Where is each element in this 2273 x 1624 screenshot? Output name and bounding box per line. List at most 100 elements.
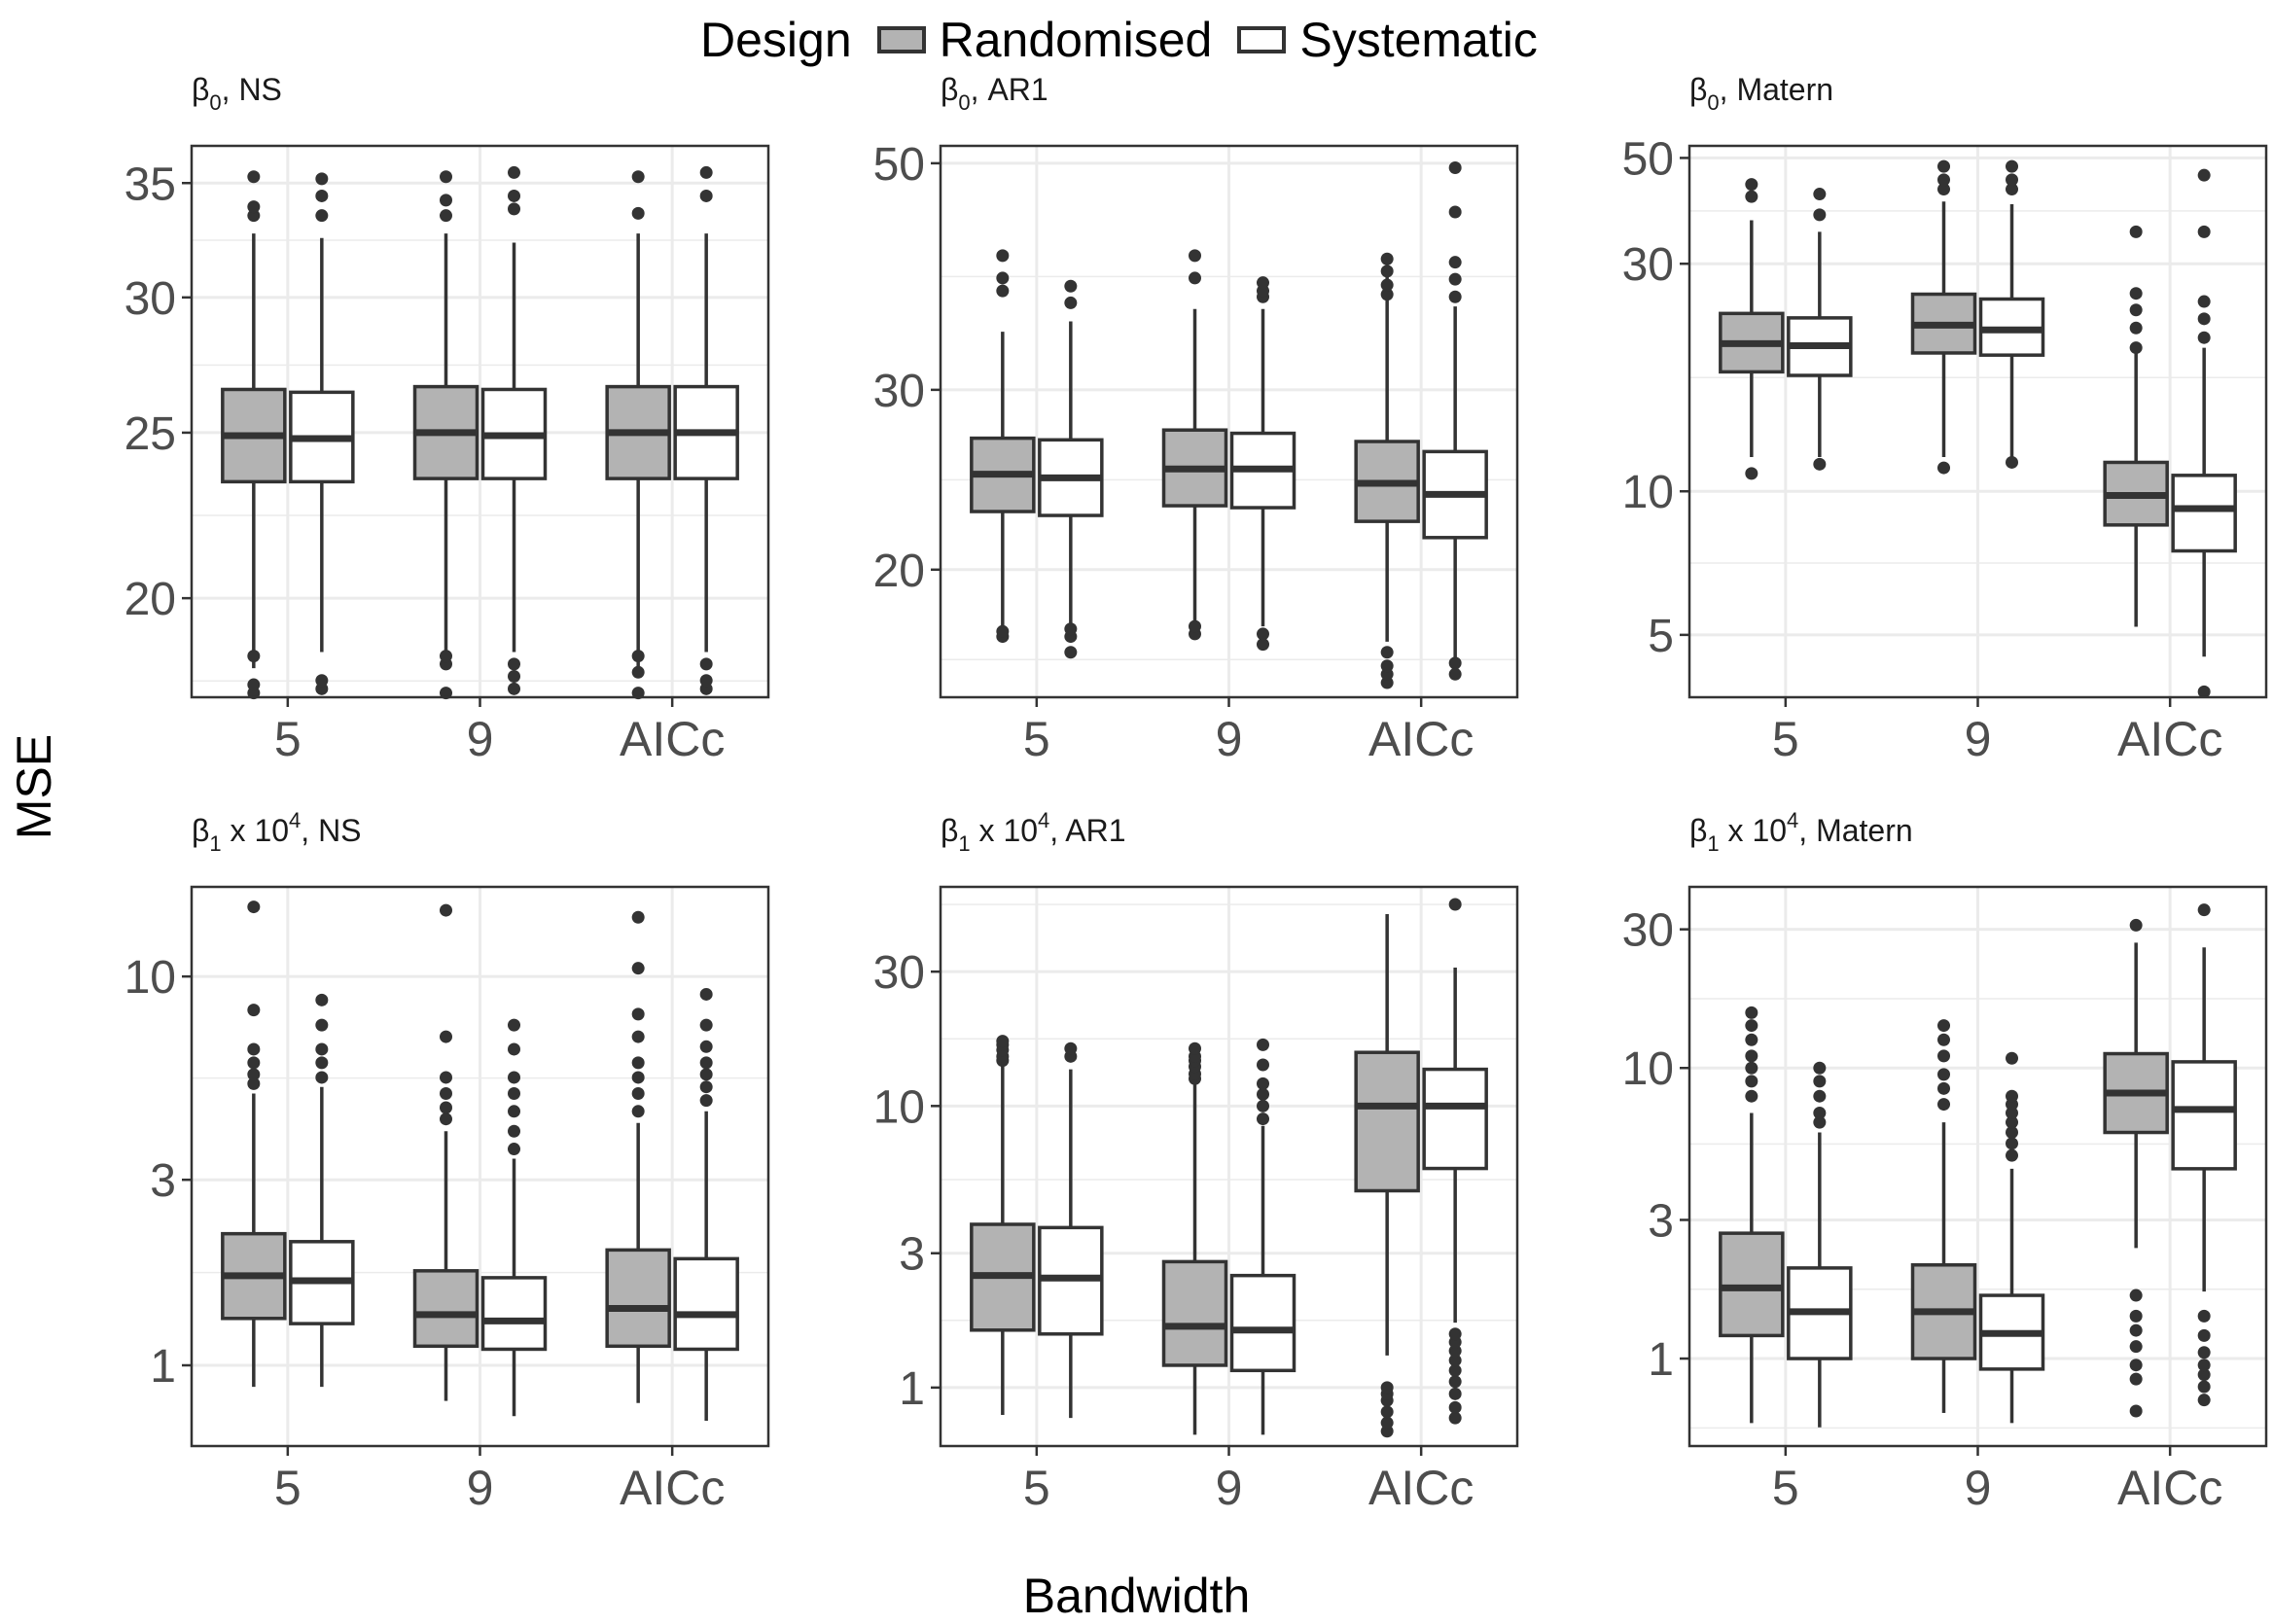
outlier-point: [1745, 1006, 1758, 1019]
box-randomised-aicc: [1354, 252, 1420, 689]
panel-border: [939, 885, 1519, 1448]
y-tick-label: 20: [124, 574, 176, 625]
outlier-point: [1257, 627, 1269, 641]
box-randomised-aicc: [2103, 225, 2169, 627]
outlier-point: [1745, 1061, 1758, 1075]
box-systematic-aicc: [1422, 898, 1488, 1425]
outlier-point: [631, 1087, 645, 1101]
iqr-box: [412, 1269, 479, 1349]
outlier-point: [1813, 208, 1827, 222]
box-randomised-5: [970, 249, 1036, 644]
outlier-point: [508, 682, 520, 695]
outlier-point: [2006, 1148, 2018, 1162]
legend-entry-systematic: Systematic: [1237, 12, 1538, 68]
panel-title: β1 x 104, Matern: [1689, 808, 1913, 856]
box-randomised-9: [1910, 159, 1977, 475]
outlier-point: [2197, 312, 2211, 326]
y-tick-label: 3: [150, 1155, 176, 1207]
y-tick-label: 3: [899, 1229, 925, 1281]
box-randomised-5: [970, 1035, 1036, 1415]
outlier-point: [2129, 1359, 2143, 1372]
outlier-point: [1813, 1089, 1827, 1103]
outlier-point: [996, 624, 1010, 638]
outlier-point: [2006, 1115, 2018, 1129]
iqr-box: [1422, 1067, 1488, 1171]
legend-entry-randomised: Randomised: [876, 12, 1212, 68]
y-tick-label: 25: [124, 408, 176, 460]
box-systematic-9: [1978, 1051, 2045, 1424]
y-tick-label: 50: [1622, 133, 1674, 185]
outlier-point: [699, 189, 713, 202]
outlier-point: [1448, 160, 1462, 174]
outlier-point: [315, 1042, 329, 1056]
y-tick-label: 50: [873, 139, 925, 191]
outlier-point: [247, 900, 261, 914]
outlier-point: [631, 170, 645, 184]
outlier-point: [2006, 1051, 2018, 1065]
outlier-point: [1380, 265, 1394, 278]
outlier-point: [2197, 168, 2211, 182]
outlier-point: [247, 209, 261, 223]
outlier-point: [2129, 303, 2143, 317]
outlier-point: [1448, 656, 1462, 670]
box-systematic-aicc: [1422, 160, 1488, 681]
outlier-point: [631, 962, 645, 975]
x-tick-label: AICc: [2117, 712, 2222, 766]
x-tick-label: AICc: [2117, 1461, 2222, 1515]
outlier-point: [1257, 276, 1269, 290]
outlier-point: [1257, 638, 1269, 652]
box-randomised-aicc: [2103, 918, 2169, 1418]
outlier-point: [247, 1004, 261, 1017]
outlier-point: [508, 1143, 520, 1156]
outlier-point: [699, 987, 713, 1001]
box-randomised-5: [1719, 178, 1785, 480]
outlier-point: [1380, 646, 1394, 659]
outlier-point: [1448, 1411, 1462, 1425]
outlier-point: [2197, 1394, 2211, 1407]
y-tick-label: 10: [124, 952, 176, 1004]
outlier-point: [247, 1068, 261, 1081]
outlier-point: [1257, 1058, 1269, 1072]
outlier-point: [247, 1042, 261, 1056]
panel-title: β0, Matern: [1689, 72, 1833, 115]
x-tick-label: 9: [1216, 1461, 1243, 1515]
outlier-point: [508, 670, 520, 684]
outlier-point: [631, 650, 645, 663]
outlier-point: [2006, 1126, 2018, 1140]
outlier-point: [996, 1035, 1010, 1048]
outlier-point: [247, 200, 261, 214]
box-randomised-9: [1161, 249, 1228, 641]
outlier-point: [699, 1068, 713, 1081]
legend-key-systematic: [1237, 26, 1287, 53]
outlier-point: [1813, 1107, 1827, 1120]
outlier-point: [508, 189, 520, 202]
outlier-point: [247, 678, 261, 691]
outlier-point: [440, 209, 452, 223]
outlier-point: [2129, 321, 2143, 335]
iqr-box: [2171, 1060, 2237, 1171]
box-systematic-9: [1229, 1038, 1296, 1435]
outlier-point: [1745, 1033, 1758, 1046]
box-randomised-9: [1910, 1019, 1977, 1413]
outlier-point: [1937, 1049, 1950, 1063]
outlier-point: [1257, 1099, 1269, 1112]
outlier-point: [2129, 287, 2143, 300]
outlier-point: [1257, 1087, 1269, 1101]
outlier-point: [508, 1105, 520, 1118]
outlier-point: [1064, 296, 1078, 309]
outlier-point: [631, 1105, 645, 1118]
outlier-point: [1448, 1327, 1462, 1341]
outlier-point: [1937, 1081, 1950, 1095]
box-randomised-9: [1161, 1041, 1228, 1435]
outlier-point: [1745, 190, 1758, 203]
outlier-point: [2006, 183, 2018, 196]
outlier-point: [508, 1071, 520, 1084]
outlier-point: [631, 1007, 645, 1021]
outlier-point: [315, 1018, 329, 1032]
outlier-point: [315, 1056, 329, 1070]
outlier-point: [440, 1087, 452, 1101]
outlier-point: [440, 194, 452, 207]
panel-title: β1 x 104, NS: [192, 808, 362, 856]
outlier-point: [2006, 1089, 2018, 1103]
outlier-point: [2197, 685, 2211, 698]
